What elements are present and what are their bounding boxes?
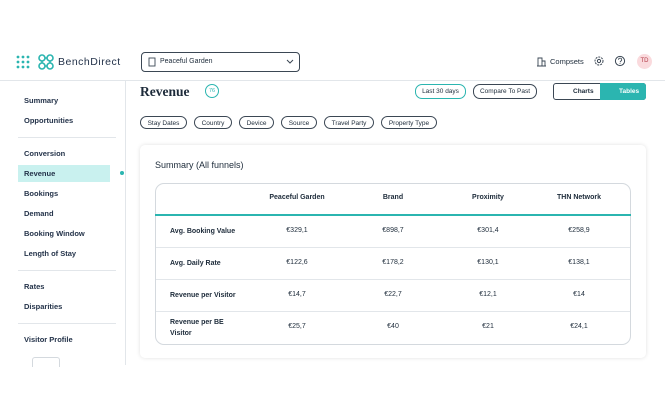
filter-chip[interactable]: Stay Dates (140, 116, 187, 129)
period-button[interactable]: Last 30 days (415, 84, 466, 99)
table-cell: €898,7 (382, 227, 404, 234)
sidebar-border (125, 80, 126, 365)
row-label: Revenue per Visitor (170, 292, 236, 299)
settings-icon[interactable] (593, 55, 605, 67)
score-badge (205, 84, 219, 98)
page-title: Revenue (140, 84, 190, 99)
row-divider (156, 279, 630, 280)
summary-card (140, 145, 646, 358)
table-cell: €25,7 (288, 323, 306, 330)
table-header-line (155, 214, 631, 216)
column-header: Peaceful Garden (269, 194, 325, 201)
active-dot (120, 171, 124, 175)
active-item-bg (18, 165, 110, 182)
sidebar-divider (18, 270, 116, 271)
avatar-circle[interactable] (637, 54, 652, 69)
brand-name: BenchDirect (58, 56, 121, 68)
help-icon[interactable] (614, 55, 626, 67)
table-cell: €14,7 (288, 291, 306, 298)
collapse-button[interactable] (32, 357, 60, 367)
row-label: Avg. Booking Value (170, 228, 236, 235)
filter-chip[interactable]: Property Type (381, 116, 437, 129)
column-header: THN Network (557, 194, 601, 201)
compsets-icon (537, 57, 546, 67)
table-cell: €329,1 (286, 227, 308, 234)
sidebar-item[interactable]: Demand (24, 209, 54, 218)
table-cell: €301,4 (477, 227, 499, 234)
apps-icon[interactable] (16, 55, 30, 69)
table-cell: €178,2 (382, 259, 404, 266)
header-divider (0, 80, 665, 81)
filter-chip[interactable]: Source (281, 116, 317, 129)
card-title: Summary (All funnels) (155, 160, 244, 170)
compare-button[interactable]: Compare To Past (473, 84, 537, 99)
row-label: Revenue per BE Visitor (170, 319, 224, 337)
toggle-option[interactable]: Tables (619, 88, 640, 95)
logo-icon (38, 54, 54, 70)
score-value: 76 (208, 88, 216, 94)
table-cell: €258,9 (568, 227, 590, 234)
row-divider (156, 247, 630, 248)
filter-chip[interactable]: Device (239, 116, 274, 129)
table-cell: €12,1 (479, 291, 497, 298)
chevron-icon (286, 59, 294, 64)
table-cell: €21 (482, 323, 494, 330)
sidebar-item[interactable]: Conversion (24, 149, 66, 158)
sidebar-item[interactable]: Bookings (24, 189, 59, 198)
table-frame (155, 183, 631, 345)
toggle-option[interactable]: Charts (573, 88, 594, 95)
avatar-initials: TD (640, 58, 649, 64)
property-name: Peaceful Garden (160, 58, 213, 65)
filter-chip[interactable]: Travel Party (324, 116, 374, 129)
table-cell: €40 (387, 323, 399, 330)
sidebar-item[interactable]: Rates (24, 282, 45, 291)
column-header: Brand (382, 194, 404, 201)
sidebar-item[interactable]: Visitor Profile (24, 335, 73, 344)
toggle-active-bg (600, 83, 646, 100)
column-header: Proximity (472, 194, 504, 201)
row-divider (156, 311, 630, 312)
sidebar-item[interactable]: Length of Stay (24, 249, 77, 258)
filter-chip[interactable]: Country (194, 116, 232, 129)
property-select[interactable] (141, 52, 300, 72)
row-label: Avg. Daily Rate (170, 260, 221, 267)
sidebar-item[interactable]: Disparities (24, 302, 63, 311)
table-cell: €122,6 (286, 259, 308, 266)
compsets-link[interactable]: Compsets (550, 57, 584, 66)
table-cell: €130,1 (477, 259, 499, 266)
sidebar-divider (18, 137, 116, 138)
table-cell: €14 (573, 291, 585, 298)
sidebar-item[interactable]: Revenue (24, 169, 56, 178)
sidebar-item[interactable]: Summary (24, 96, 59, 105)
sidebar-divider (18, 323, 116, 324)
table-cell: €138,1 (568, 259, 590, 266)
building-icon (148, 57, 156, 67)
sidebar-item[interactable]: Opportunities (24, 116, 74, 125)
table-cell: €22,7 (384, 291, 402, 298)
sidebar-item[interactable]: Booking Window (24, 229, 85, 238)
table-cell: €24,1 (570, 323, 588, 330)
